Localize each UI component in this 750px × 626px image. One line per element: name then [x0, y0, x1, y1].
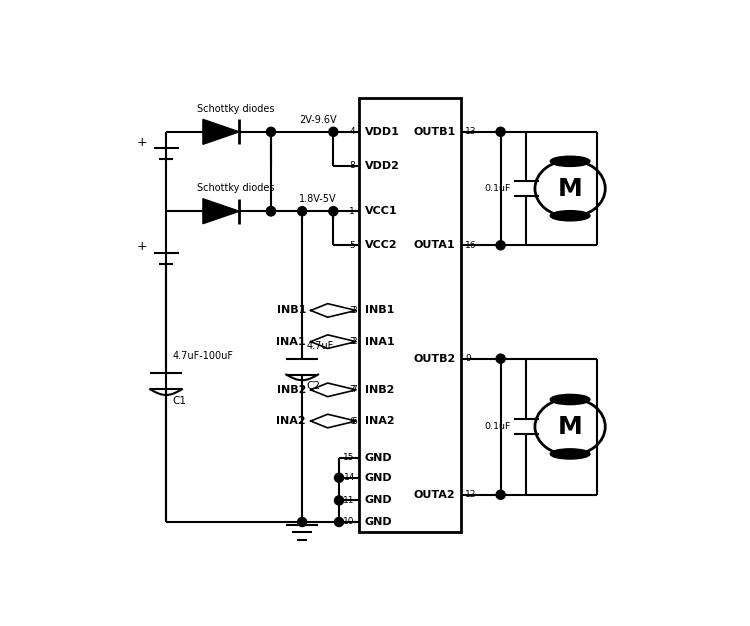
Text: OUTA2: OUTA2	[414, 490, 455, 500]
Text: 2: 2	[350, 337, 355, 346]
Text: C2: C2	[306, 381, 320, 391]
Text: INA2: INA2	[364, 416, 394, 426]
Text: 8: 8	[350, 162, 355, 170]
Text: 5: 5	[350, 241, 355, 250]
Ellipse shape	[550, 211, 590, 221]
Ellipse shape	[550, 156, 590, 167]
Text: M: M	[558, 177, 583, 200]
Polygon shape	[203, 198, 239, 223]
Text: GND: GND	[364, 473, 392, 483]
Text: M: M	[558, 414, 583, 439]
Text: OUTB1: OUTB1	[413, 127, 455, 137]
Text: VCC2: VCC2	[364, 240, 398, 250]
Polygon shape	[203, 120, 239, 145]
Text: VCC1: VCC1	[364, 206, 398, 216]
Ellipse shape	[550, 449, 590, 459]
Text: INA1: INA1	[277, 337, 306, 347]
Text: +: +	[136, 136, 147, 148]
Text: 0.1uF: 0.1uF	[484, 422, 511, 431]
Polygon shape	[310, 383, 356, 397]
Text: GND: GND	[364, 453, 392, 463]
Circle shape	[496, 241, 506, 250]
Circle shape	[266, 127, 275, 136]
Circle shape	[328, 207, 338, 216]
Circle shape	[266, 207, 275, 216]
Circle shape	[334, 496, 344, 505]
Circle shape	[298, 207, 307, 216]
Text: 12: 12	[465, 490, 476, 500]
Text: 4: 4	[350, 127, 355, 136]
Text: 1: 1	[350, 207, 355, 216]
Text: 15: 15	[344, 453, 355, 463]
Polygon shape	[310, 335, 356, 349]
Text: 2V-9.6V: 2V-9.6V	[299, 115, 337, 125]
Ellipse shape	[550, 394, 590, 404]
Text: Schottky diodes: Schottky diodes	[197, 183, 274, 193]
Text: 2: 2	[352, 337, 357, 346]
Circle shape	[266, 207, 275, 216]
Text: GND: GND	[364, 495, 392, 505]
Text: 16: 16	[465, 241, 476, 250]
Text: 14: 14	[344, 473, 355, 482]
Text: 0.1uF: 0.1uF	[484, 184, 511, 193]
Circle shape	[328, 127, 338, 136]
Circle shape	[496, 490, 506, 500]
Text: 6: 6	[350, 416, 355, 426]
Text: GND: GND	[364, 517, 392, 527]
Circle shape	[334, 473, 344, 482]
Text: INB2: INB2	[277, 385, 306, 395]
Circle shape	[496, 127, 506, 136]
Text: C1: C1	[172, 396, 187, 406]
Polygon shape	[310, 304, 356, 317]
Text: INA2: INA2	[277, 416, 306, 426]
Text: 10: 10	[344, 518, 355, 526]
Text: 4.7uF-100uF: 4.7uF-100uF	[172, 351, 234, 361]
Text: 3: 3	[350, 306, 355, 315]
Text: INA1: INA1	[364, 337, 394, 347]
Text: 3: 3	[352, 306, 357, 315]
Text: Schottky diodes: Schottky diodes	[197, 104, 274, 114]
Text: 6: 6	[352, 416, 357, 426]
Text: VDD2: VDD2	[364, 161, 400, 171]
Text: INB1: INB1	[277, 305, 306, 316]
Text: 11: 11	[344, 496, 355, 505]
Text: 13: 13	[465, 127, 476, 136]
Text: INB1: INB1	[364, 305, 394, 316]
Text: OUTB2: OUTB2	[413, 354, 455, 364]
Text: 7: 7	[350, 386, 355, 394]
Bar	[358, 98, 461, 531]
Circle shape	[298, 518, 307, 526]
Text: VDD1: VDD1	[364, 127, 400, 137]
Polygon shape	[310, 414, 356, 428]
Circle shape	[496, 354, 506, 363]
Text: 9: 9	[465, 354, 471, 363]
Text: 4.7uF: 4.7uF	[306, 341, 333, 351]
Text: INB2: INB2	[364, 385, 394, 395]
Text: 1.8V-5V: 1.8V-5V	[299, 195, 337, 205]
Text: OUTA1: OUTA1	[414, 240, 455, 250]
Text: 7: 7	[352, 386, 357, 394]
Circle shape	[334, 518, 344, 526]
Text: +: +	[136, 240, 147, 254]
